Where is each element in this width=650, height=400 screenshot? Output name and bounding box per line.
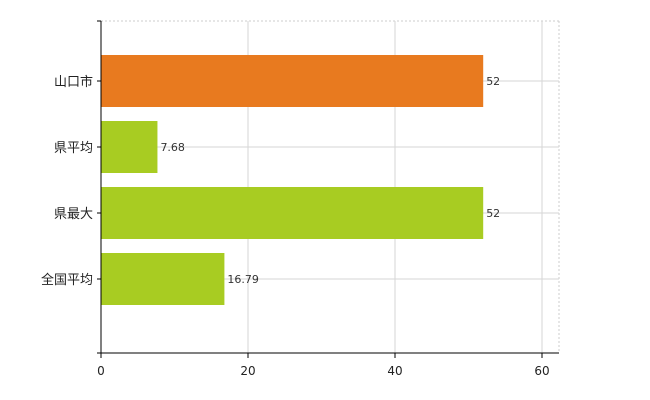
x-tick-label: 20 [240,364,255,378]
data-label: 52 [486,75,500,88]
bar-3 [101,187,484,239]
category-label: 県平均 [54,141,93,156]
data-label: 52 [486,207,500,220]
x-tick-label: 0 [97,364,105,378]
x-tick-label: 60 [534,364,549,378]
category-label: 全国平均 [41,272,93,288]
bar-1 [101,55,484,107]
x-tick-label: 40 [387,364,402,378]
category-label: 県最大 [54,207,93,222]
axes [97,20,559,358]
bars [101,55,484,305]
bar-4 [101,253,225,305]
data-label: 16.79 [227,273,259,286]
bar-2 [101,121,158,173]
category-label: 山口市 [54,74,93,90]
data-label: 7.68 [160,141,185,154]
